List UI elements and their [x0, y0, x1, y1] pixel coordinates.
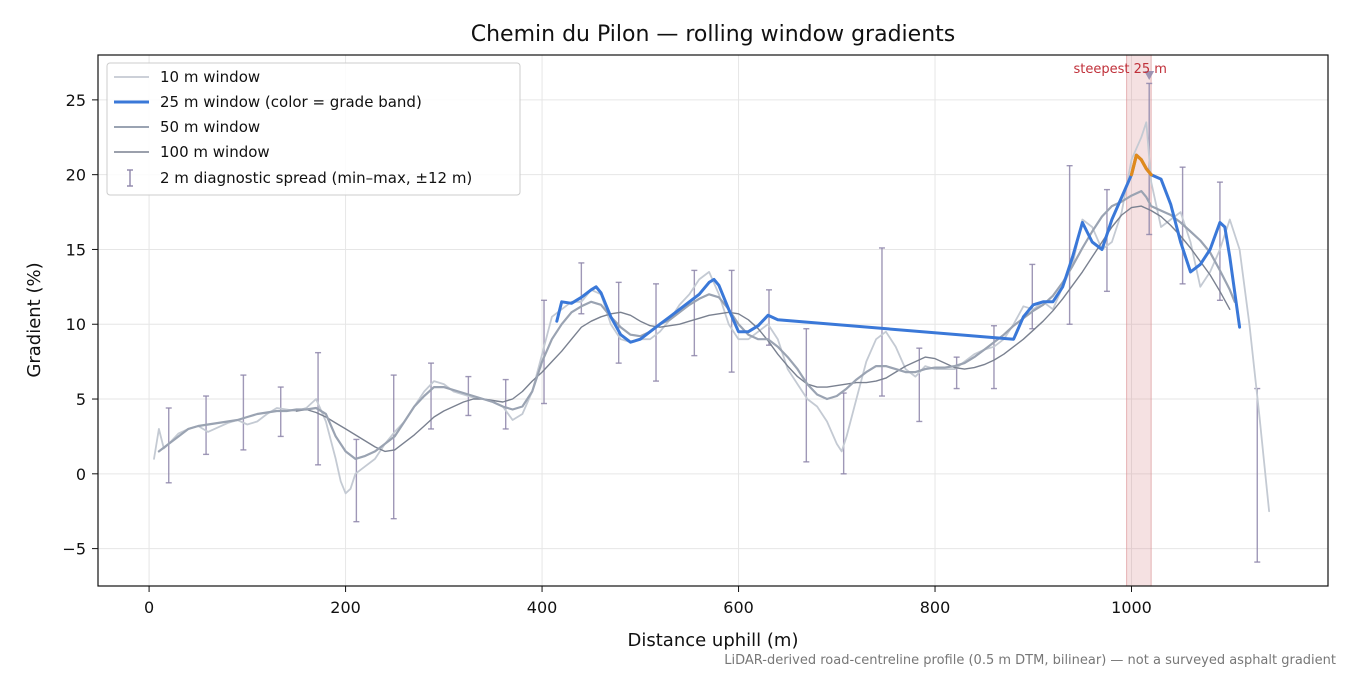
x-axis-ticks: 0 200 400 600 800 1000: [144, 586, 1152, 617]
series-100m-line: [295, 205, 1231, 453]
x-tick-label: 1000: [1111, 598, 1152, 617]
spread-errorbar: [240, 374, 247, 451]
legend-swatch-spread: [127, 169, 133, 187]
y-tick-label: −5: [62, 540, 86, 559]
steepest-label: steepest 25 m: [1073, 62, 1166, 77]
spread-errorbar: [1103, 188, 1110, 293]
y-tick-label: 5: [76, 390, 86, 409]
legend-label-100m: 100 m window: [160, 143, 270, 161]
spread-errorbar: [691, 269, 698, 357]
spread-errorbar: [1216, 181, 1223, 302]
y-tick-label: 15: [66, 240, 86, 259]
spread-errorbar: [803, 328, 810, 463]
y-tick-label: 20: [66, 166, 86, 185]
x-tick-label: 0: [144, 598, 154, 617]
series-25m-steep-segment: [1129, 153, 1153, 177]
spread-errorbar: [353, 438, 360, 523]
spread-errorbar: [615, 281, 622, 364]
chart-markers: [1144, 70, 1155, 80]
spread-errorbar: [953, 356, 960, 390]
x-tick-label: 800: [920, 598, 951, 617]
y-tick-label: 25: [66, 91, 86, 110]
legend-label-spread: 2 m diagnostic spread (min–max, ±12 m): [160, 169, 472, 187]
spread-errorbar: [390, 374, 397, 520]
x-tick-label: 600: [723, 598, 754, 617]
spread-errorbar: [541, 299, 548, 405]
y-axis-label: Gradient (%): [24, 262, 45, 377]
spread-errorbar: [1066, 164, 1073, 325]
y-axis-ticks: −5 0 5 10 15 20 25: [62, 91, 98, 559]
legend-box: [106, 62, 521, 196]
grid-lines: [98, 55, 1328, 586]
spread-errorbar: [728, 269, 735, 373]
legend-label-50m: 50 m window: [160, 118, 260, 136]
spread-errorbar: [878, 247, 885, 397]
legend: 10 m window 25 m window (color = grade b…: [106, 62, 521, 196]
steepest-marker: [1144, 70, 1155, 80]
x-tick-label: 400: [527, 598, 558, 617]
footnote: LiDAR-derived road-centreline profile (0…: [724, 653, 1336, 668]
chart-title: Chemin du Pilon — rolling window gradien…: [471, 22, 955, 47]
spread-errorbar: [502, 378, 509, 430]
series-25m-line: [555, 153, 1242, 344]
legend-label-10m: 10 m window: [160, 68, 260, 86]
series-10m-line: [153, 121, 1270, 513]
x-tick-label: 200: [330, 598, 361, 617]
x-axis-label: Distance uphill (m): [628, 630, 799, 651]
spread-errorbar: [653, 283, 660, 382]
spread-errorbar: [428, 362, 435, 430]
y-tick-label: 10: [66, 315, 86, 334]
plot-frame: [97, 54, 1329, 587]
y-tick-label: 0: [76, 465, 86, 484]
spread-errorbar: [165, 407, 172, 484]
series-lines: [153, 121, 1270, 513]
legend-label-25m: 25 m window (color = grade band): [160, 93, 422, 111]
